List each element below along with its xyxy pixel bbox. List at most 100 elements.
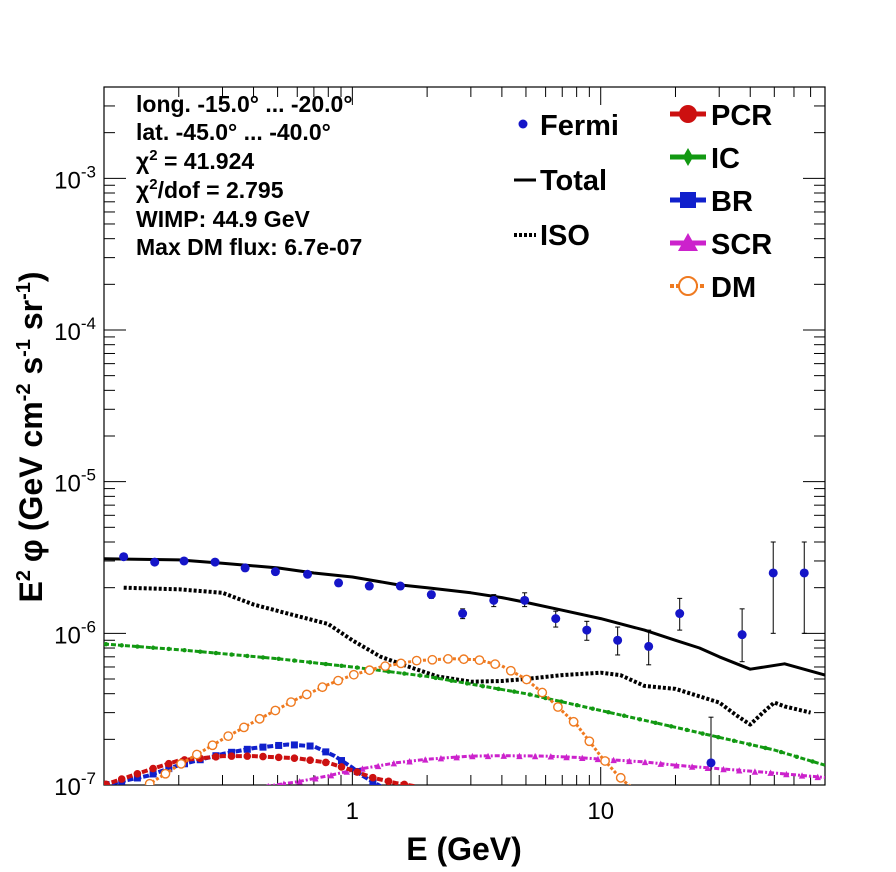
scr-marker — [359, 765, 366, 772]
dm-marker — [490, 659, 501, 670]
pcr-marker — [369, 773, 377, 782]
pcr-marker — [227, 752, 236, 760]
ylabel-cm-sup: -2 — [13, 384, 35, 402]
ic-marker — [402, 671, 407, 676]
chi2-value: = 41.924 — [158, 148, 255, 174]
scr-marker — [469, 752, 476, 760]
ic-marker — [794, 754, 799, 759]
chi2dof-value: /dof = 2.795 — [158, 177, 284, 203]
ic-marker — [449, 678, 454, 683]
scr-curve — [265, 754, 825, 785]
dm-marker — [537, 687, 548, 698]
scr-marker — [720, 765, 727, 773]
fermi-point — [582, 625, 592, 635]
ic-marker — [731, 738, 737, 743]
dm-marker — [254, 713, 265, 724]
pcr-marker — [353, 768, 362, 776]
dm-marker — [474, 655, 485, 666]
scr-marker — [374, 762, 382, 770]
legend-fermi-marker — [518, 119, 528, 129]
total-curve — [104, 557, 825, 677]
fermi-point — [395, 581, 405, 591]
dm-marker — [411, 655, 422, 666]
scr-marker — [751, 768, 759, 775]
ic-marker — [104, 641, 109, 647]
fermi-points — [119, 541, 809, 785]
scr-marker — [267, 782, 270, 785]
curves — [104, 557, 825, 785]
ic-marker — [778, 749, 784, 755]
ic-marker — [747, 742, 752, 747]
scr-marker — [390, 760, 398, 767]
y-tick-label: 10-3 — [54, 162, 96, 194]
br-marker — [306, 742, 314, 750]
ic-marker — [292, 658, 297, 663]
scr-marker — [814, 773, 821, 781]
scr-marker — [343, 768, 350, 775]
scr-marker — [516, 752, 523, 760]
ic-marker — [182, 648, 187, 653]
legend-total-label: Total — [540, 165, 607, 197]
pcr-marker — [306, 756, 314, 764]
info-chi2: χ2 = 41.924 — [136, 147, 254, 174]
ic-marker — [166, 646, 171, 652]
chi2-symbol: χ — [136, 148, 150, 174]
ic-marker — [590, 706, 595, 711]
scr-marker — [422, 756, 429, 763]
ic-marker — [716, 734, 721, 740]
dm-marker — [615, 772, 626, 783]
ic-marker — [150, 645, 156, 650]
ic-marker — [653, 720, 658, 726]
fermi-point — [644, 641, 654, 651]
dm-marker — [176, 758, 187, 769]
ic-marker — [464, 681, 470, 686]
ic-marker — [355, 665, 360, 670]
fermi-point — [119, 552, 129, 562]
dm-marker — [505, 665, 516, 676]
dm-marker — [521, 674, 532, 685]
pcr-marker — [290, 754, 299, 762]
pcr-marker — [117, 775, 126, 783]
ic-marker — [574, 702, 580, 708]
scr-marker — [594, 755, 602, 763]
scr-marker — [547, 753, 555, 760]
br-marker — [290, 741, 298, 749]
scr-marker — [704, 764, 712, 772]
ic-marker — [606, 710, 611, 715]
pcr-marker — [212, 752, 220, 761]
scr-marker — [531, 752, 539, 760]
pcr-marker — [384, 777, 393, 785]
ylabel-open: (GeV cm — [13, 401, 49, 531]
fermi-point — [737, 630, 747, 640]
ic-marker — [198, 649, 203, 654]
pcr-marker — [104, 780, 110, 785]
br-marker — [275, 741, 283, 749]
ylabel-sr-sup: -1 — [13, 282, 35, 300]
ic-marker — [245, 653, 250, 659]
br-marker — [228, 748, 236, 756]
scr-marker — [437, 755, 445, 762]
ic-marker — [119, 643, 124, 648]
br-marker — [369, 778, 377, 785]
fermi-point — [150, 557, 160, 567]
scr-marker — [626, 757, 633, 765]
pcr-marker — [274, 753, 283, 762]
dm-marker — [427, 654, 438, 665]
pcr-marker — [400, 780, 409, 785]
ic-marker — [480, 683, 485, 689]
dm-marker — [380, 661, 391, 672]
pcr-marker — [322, 758, 330, 767]
fermi-point — [270, 567, 280, 577]
dm-marker — [191, 749, 202, 760]
br-marker — [165, 765, 173, 773]
scr-marker — [657, 760, 664, 767]
scr-marker — [296, 778, 303, 785]
scr-marker — [783, 770, 790, 778]
scr-marker — [673, 762, 680, 769]
legend-pcr-marker — [679, 105, 697, 123]
dm-marker — [584, 736, 595, 747]
dm-marker — [207, 740, 218, 751]
info-longitude: long. -15.0° ... -20.0° — [136, 91, 353, 117]
x-axis-title: E (GeV) — [406, 831, 522, 867]
fermi-point — [613, 635, 623, 645]
